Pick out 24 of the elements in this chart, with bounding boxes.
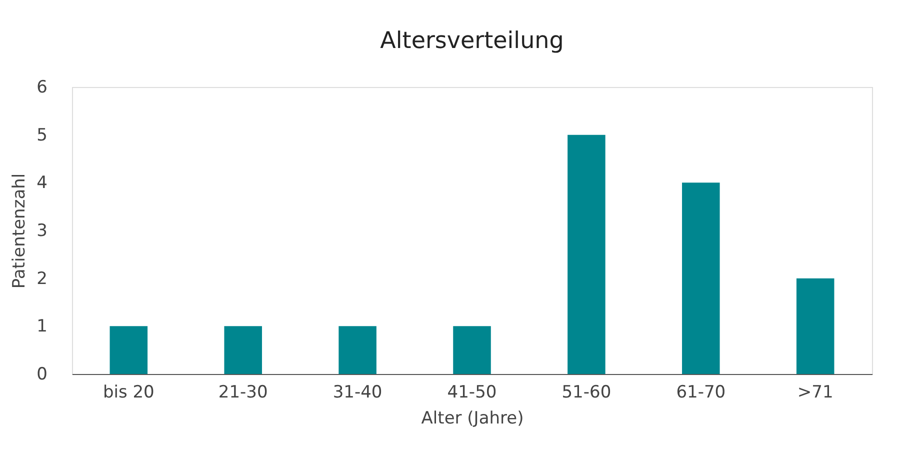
- y-tick-label: 3: [36, 221, 48, 241]
- y-tick-label: 1: [36, 316, 48, 337]
- bar: [110, 326, 148, 374]
- x-tick-label: 41-50: [447, 382, 497, 402]
- bar: [682, 182, 720, 374]
- bar: [796, 278, 834, 374]
- y-tick-label: 2: [36, 268, 48, 289]
- y-axis-title: Patientenzahl: [10, 173, 30, 289]
- chart-title: Altersverteilung: [380, 28, 564, 54]
- y-tick-label: 5: [36, 125, 48, 146]
- bar: [224, 326, 262, 374]
- x-tick-label: 61-70: [676, 382, 726, 402]
- y-tick-label: 0: [36, 364, 48, 384]
- x-tick-label: 31-40: [332, 382, 382, 402]
- y-tick-label: 4: [36, 173, 48, 194]
- x-axis-title: Alter (Jahre): [421, 408, 524, 428]
- x-tick-label: bis 20: [102, 382, 154, 402]
- y-tick-label: 6: [36, 78, 48, 98]
- bar: [453, 326, 491, 374]
- bar: [568, 134, 606, 374]
- x-tick-label: >71: [797, 382, 834, 402]
- bar: [338, 326, 376, 374]
- x-tick-label: 51-60: [562, 382, 612, 402]
- x-tick-label: 21-30: [218, 382, 268, 402]
